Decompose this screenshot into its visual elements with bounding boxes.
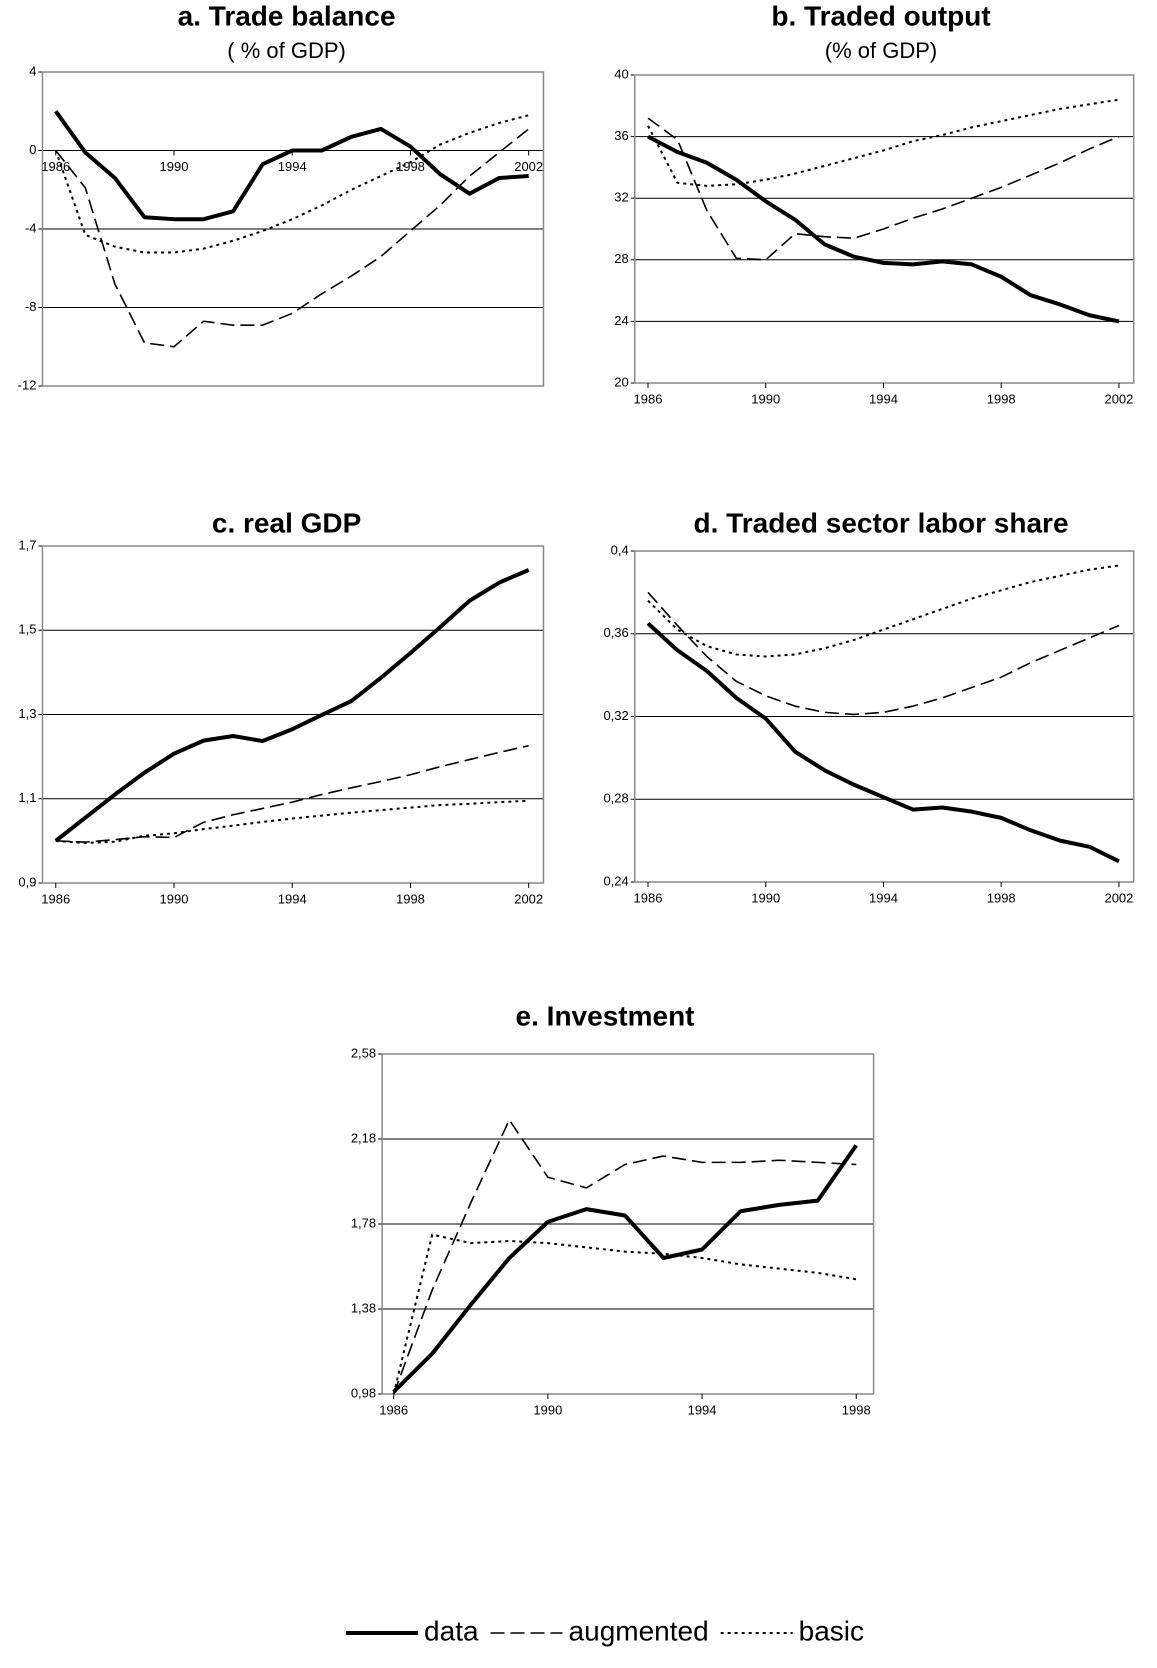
x-tick-label: 1986 bbox=[41, 891, 70, 906]
x-tick-label: 1986 bbox=[634, 890, 663, 905]
series-line: augmented bbox=[647, 117, 1120, 261]
x-tick-label: 1994 bbox=[688, 1402, 717, 1417]
x-tick-label: 2002 bbox=[1104, 890, 1133, 905]
y-tick-label: 1,1 bbox=[18, 790, 36, 805]
x-tick-label: 2002 bbox=[1104, 391, 1133, 406]
x-tick-label: 1990 bbox=[160, 891, 189, 906]
x-tick-label: 1990 bbox=[160, 159, 189, 174]
series-line: data bbox=[54, 110, 529, 222]
legend-label: augmented bbox=[569, 1615, 709, 1646]
series-line: augmented bbox=[55, 128, 530, 348]
x-tick-label: 1998 bbox=[842, 1402, 871, 1417]
series-line: basic bbox=[647, 98, 1120, 187]
legend-label: data bbox=[424, 1615, 479, 1646]
y-tick-label: 20 bbox=[614, 374, 628, 389]
legend: data augmented basic bbox=[346, 1615, 864, 1646]
series-line: data bbox=[392, 1144, 858, 1394]
y-tick-label: 0,98 bbox=[351, 1385, 376, 1400]
x-tick-label: 1986 bbox=[379, 1402, 408, 1417]
chart-title: d. Traded sector labor share bbox=[694, 507, 1069, 538]
y-tick-label: 24 bbox=[614, 313, 628, 328]
legend-label: basic bbox=[799, 1615, 864, 1646]
x-tick-label: 1986 bbox=[634, 391, 663, 406]
x-tick-label: 1990 bbox=[533, 1402, 562, 1417]
plot-frame bbox=[381, 1053, 875, 1395]
series-line: basic bbox=[54, 114, 529, 254]
x-tick-label: 1994 bbox=[278, 891, 307, 906]
y-tick-label: 1,5 bbox=[18, 622, 36, 637]
chart: c. real GDP 0,9 1,1 1,3 1,5 1,7 1986 1990 1994 19… bbox=[18, 507, 545, 906]
series-line: augmented bbox=[55, 744, 529, 843]
chart-title: e. Investment bbox=[516, 1000, 695, 1031]
chart: b. Traded output (% of GDP) 20 24 28 32 36 40 19… bbox=[614, 0, 1135, 406]
x-tick-label: 1994 bbox=[278, 159, 307, 174]
y-tick-label: -12 bbox=[18, 377, 37, 392]
plot-frame bbox=[634, 74, 1135, 384]
y-tick-label: 0,24 bbox=[603, 873, 628, 888]
series-line: data bbox=[647, 134, 1120, 324]
y-tick-label: 0,4 bbox=[611, 542, 629, 557]
x-tick-label: 1998 bbox=[396, 159, 425, 174]
series-line: basic bbox=[392, 1233, 857, 1395]
y-tick-label: 36 bbox=[614, 128, 628, 143]
chart-title: b. Traded output bbox=[771, 0, 990, 31]
y-tick-label: 0,9 bbox=[18, 874, 36, 889]
y-tick-label: 0 bbox=[29, 142, 36, 157]
chart: d. Traded sector labor share 0,24 0,28 0,32… bbox=[603, 507, 1135, 905]
y-tick-label: 1,38 bbox=[351, 1300, 376, 1315]
x-tick-label: 2002 bbox=[514, 159, 543, 174]
y-tick-label: 1,78 bbox=[351, 1215, 376, 1230]
x-tick-label: 1986 bbox=[41, 159, 70, 174]
chart-subtitle: (% of GDP) bbox=[825, 38, 937, 63]
y-tick-label: 0,32 bbox=[603, 708, 628, 723]
chart-subtitle: ( % of GDP) bbox=[227, 38, 346, 63]
plot-frame bbox=[634, 550, 1135, 883]
y-tick-label: 40 bbox=[614, 66, 628, 81]
series-line: augmented bbox=[392, 1119, 857, 1395]
y-tick-label: 4 bbox=[29, 63, 36, 78]
plot-frame bbox=[41, 71, 545, 387]
x-tick-label: 2002 bbox=[514, 891, 543, 906]
series-line: basic bbox=[647, 564, 1120, 658]
series-line: data bbox=[646, 621, 1120, 864]
series-line: augmented bbox=[647, 591, 1120, 716]
y-tick-label: 0,36 bbox=[603, 625, 628, 640]
x-tick-label: 1994 bbox=[869, 391, 898, 406]
x-tick-label: 1998 bbox=[396, 891, 425, 906]
x-tick-label: 1994 bbox=[869, 890, 898, 905]
y-tick-label: 1,7 bbox=[18, 537, 36, 552]
chart-title: c. real GDP bbox=[212, 507, 361, 538]
chart-title: a. Trade balance bbox=[178, 0, 396, 31]
y-tick-label: 32 bbox=[614, 190, 628, 205]
y-tick-label: -4 bbox=[25, 220, 37, 235]
series-line: basic bbox=[55, 799, 529, 844]
plot-frame bbox=[41, 545, 545, 884]
chart: a. Trade balance ( % of GDP) -12 -8 -4 0 4 1986… bbox=[18, 0, 545, 392]
y-tick-label: 2,18 bbox=[351, 1130, 376, 1145]
series-line: data bbox=[54, 568, 530, 843]
y-tick-label: 28 bbox=[614, 251, 628, 266]
chart: e. Investment 0,98 1,38 1,78 2,18 2,58 1986 199… bbox=[351, 1000, 875, 1417]
x-tick-label: 1990 bbox=[751, 391, 780, 406]
y-tick-label: 2,58 bbox=[351, 1045, 376, 1060]
y-tick-label: 1,3 bbox=[18, 706, 36, 721]
y-tick-label: 0,28 bbox=[603, 791, 628, 806]
y-tick-label: -8 bbox=[25, 299, 37, 314]
x-tick-label: 1998 bbox=[987, 391, 1016, 406]
x-tick-label: 1990 bbox=[751, 890, 780, 905]
x-tick-label: 1998 bbox=[987, 890, 1016, 905]
